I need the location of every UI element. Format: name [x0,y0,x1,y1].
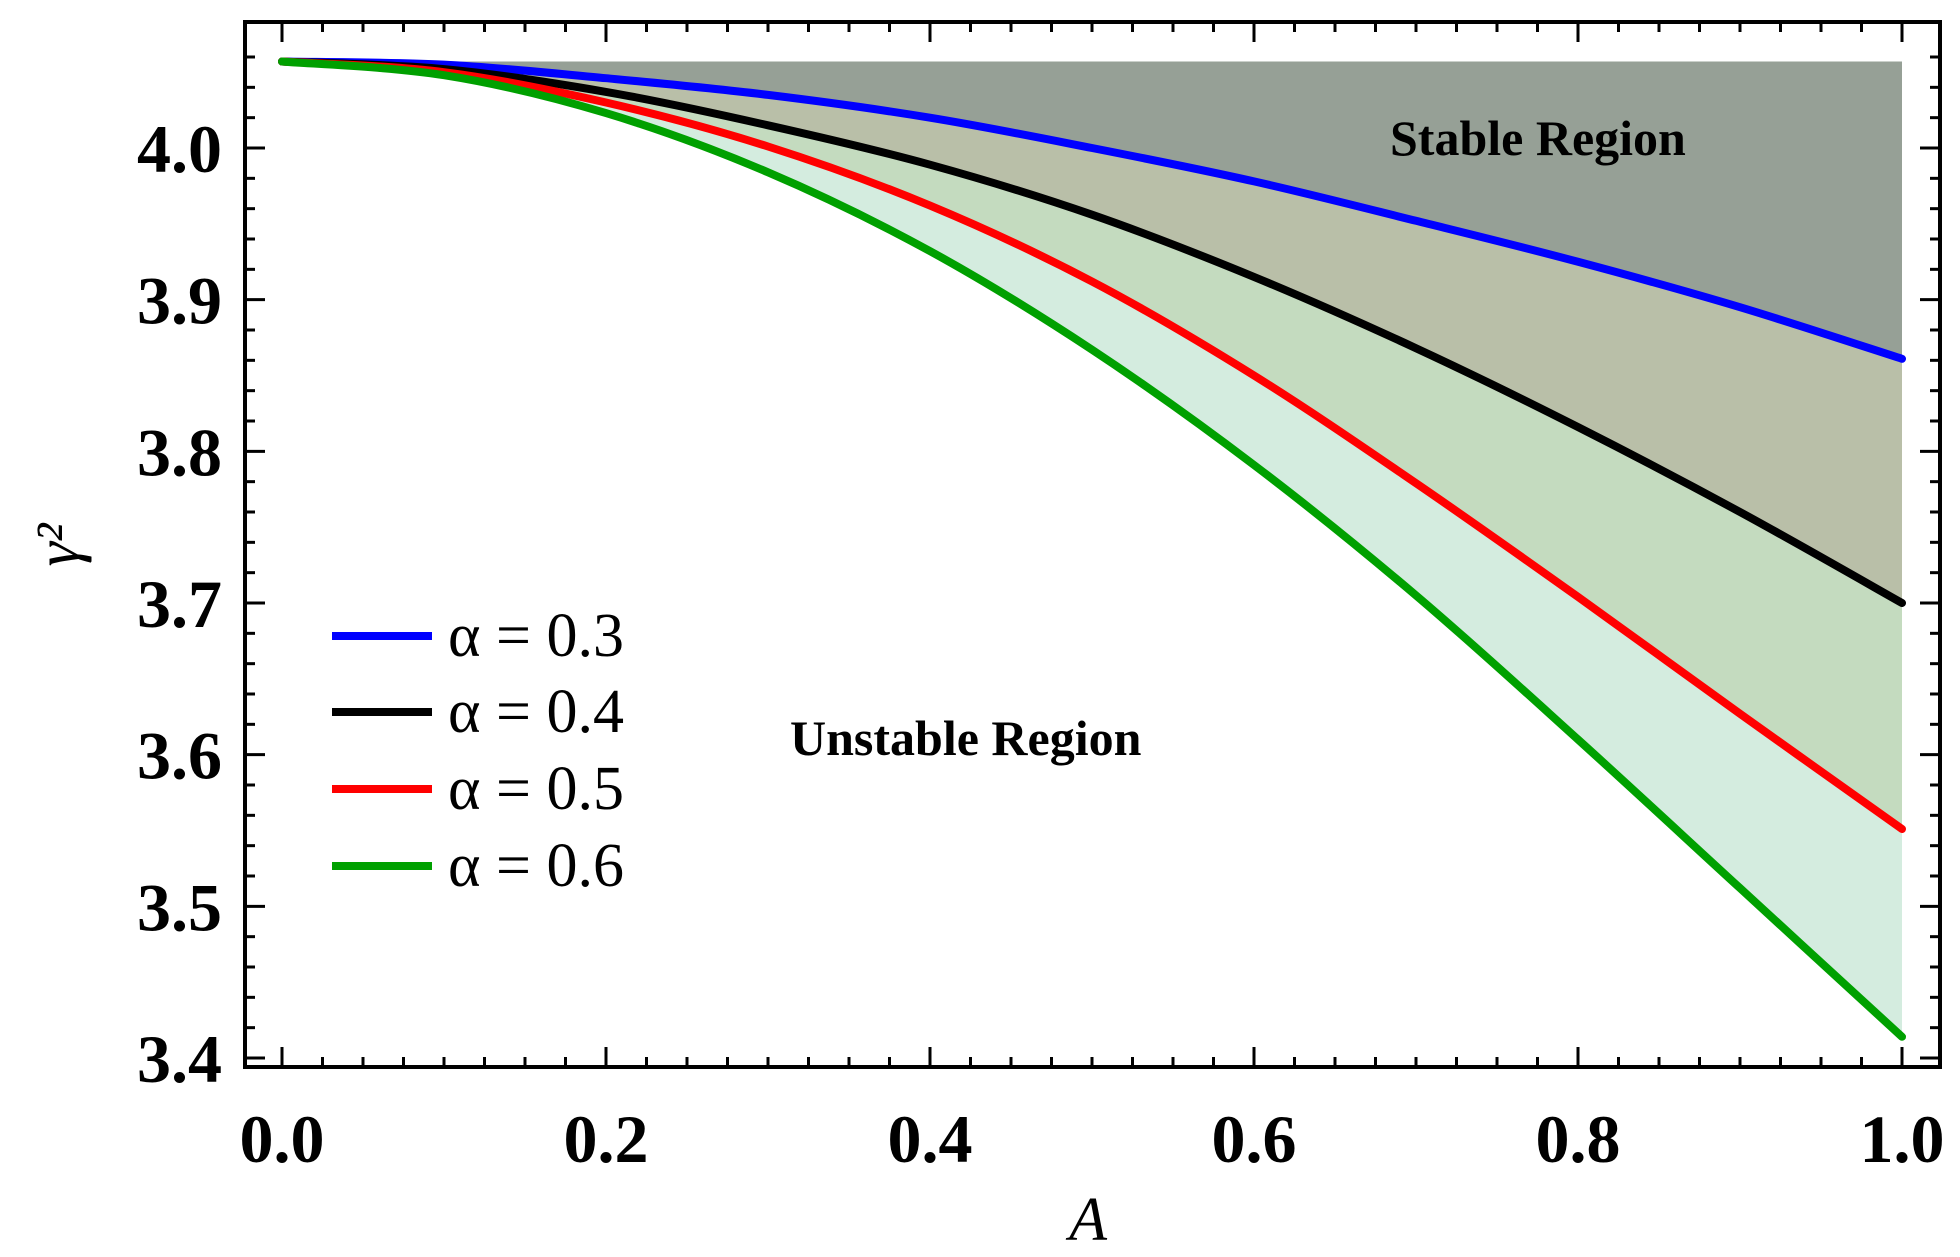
series-lines [278,57,1906,1041]
unstable-region-label: Unstable Region [790,710,1142,766]
x-tick-label: 0.4 [888,1101,973,1177]
legend-label-4: α = 0.6 [448,832,624,900]
series-line-4 [278,57,1906,1041]
plot-frame [243,20,1942,1069]
stable-region-label: Stable Region [1390,110,1686,166]
series-line-3 [278,57,1906,833]
x-tick-label: 0.0 [240,1101,325,1177]
x-axis-title: A [1065,1186,1108,1254]
shaded-region-0 [282,61,1902,359]
legend-label-1: α = 0.3 [448,602,624,670]
y-tick-label: 4.0 [137,111,222,187]
x-tick-label: 0.8 [1536,1101,1621,1177]
y-tick-label: 3.8 [137,414,222,490]
y-tick-label: 3.4 [137,1021,222,1097]
y-tick-label: 3.5 [137,869,222,945]
x-tick-label: 0.2 [564,1101,649,1177]
legend-label-3: α = 0.5 [448,755,624,823]
y-tick-label: 3.9 [137,263,222,339]
legend-label-2: α = 0.4 [448,678,624,746]
y-tick-label: 3.7 [137,566,222,642]
y-tick-label: 3.6 [137,718,222,794]
series-line-1 [278,57,1906,363]
legend: α = 0.3 α = 0.4 α = 0.5 α = 0.6 [332,602,624,900]
y-axis-title: γ² [24,522,92,566]
x-tick-label: 1.0 [1860,1101,1945,1177]
x-tick-label: 0.6 [1212,1101,1297,1177]
shaded-region-1 [282,61,1902,603]
series-line-2 [278,57,1906,607]
